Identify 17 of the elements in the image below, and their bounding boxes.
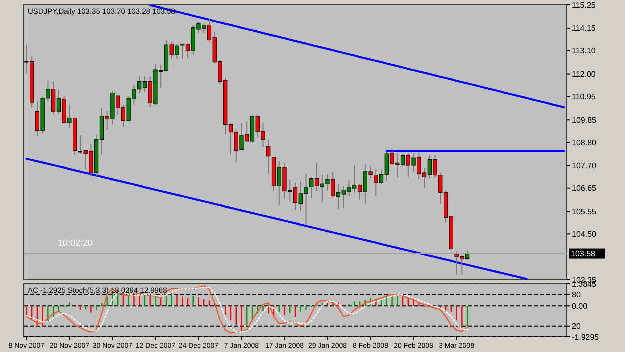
y-tick-label: 0.00 [572,302,588,311]
y-tick-label: 104.50 [572,230,598,239]
y-tick-label: 105.55 [572,208,598,217]
y2-tick-label: 20 [572,322,582,332]
y-tick-label: 114.15 [572,24,596,34]
y-tick-label: -1.9295 [572,332,600,342]
y2-tick-label: 80 [572,290,582,300]
y-tick-label: 106.65 [572,184,598,194]
y-tick-label: 115.25 [572,0,596,10]
y-tick-label: 108.80 [572,138,598,148]
y-tick-label: 113.10 [572,46,596,56]
annotation: 10:02:20 [58,238,94,248]
y-tick-label: 107.70 [572,162,598,171]
y-tick-label: 109.85 [572,116,598,125]
ref-line-label: 103.58 [571,250,596,259]
y-tick-label: 112.00 [572,70,596,80]
y-tick-label: 110.95 [572,92,596,102]
